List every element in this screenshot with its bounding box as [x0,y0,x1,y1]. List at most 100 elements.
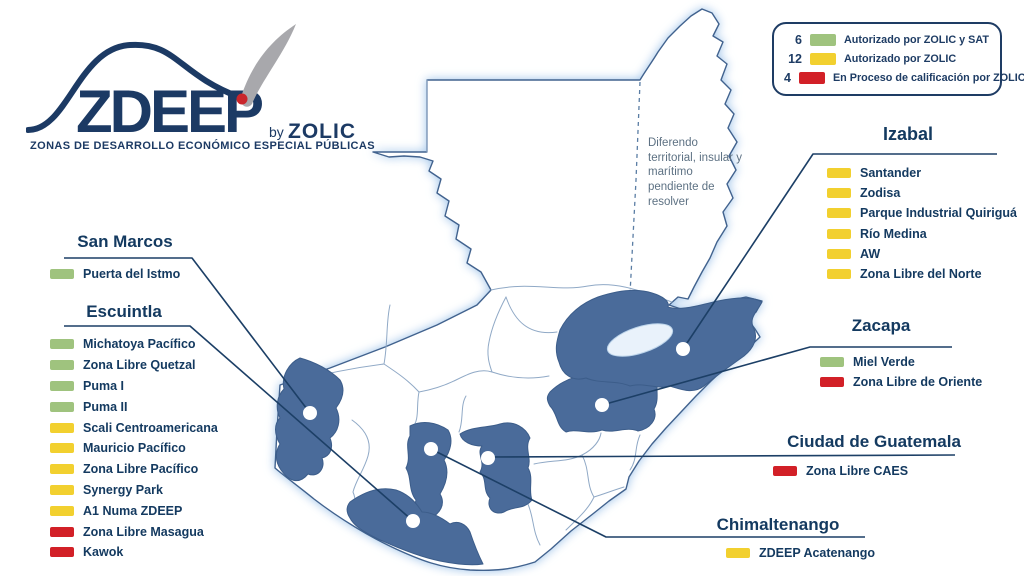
zone-label: Zona Libre del Norte [860,267,982,282]
legend-count: 4 [784,71,791,85]
legend-label: Autorizado por ZOLIC [844,53,957,65]
zone-label: ZDEEP Acatenango [759,546,875,560]
chimaltenango-leader-line [430,448,865,538]
zone-label: Scali Centroamericana [83,420,218,435]
zone-item: Michatoya Pacífico [50,334,218,355]
zone-label: Puma I [83,378,124,393]
zone-label: Zona Libre Masagua [83,524,204,539]
zone-list-chimaltenango: ZDEEP Acatenango [726,543,875,563]
zone-label: Kawok [83,545,124,560]
zone-label: Zodisa [860,186,901,201]
zone-status-swatch [50,484,74,495]
zone-item: Synergy Park [50,480,218,501]
legend-row: 6 Autorizado por ZOLIC y SAT [784,32,990,48]
zone-list-escuintla: Michatoya Pacífico Zona Libre Quetzal Pu… [50,334,218,563]
belize-claim-dashed-line [629,81,641,295]
legend-count: 6 [795,33,802,47]
zone-item: Puerta del Istmo [50,264,180,284]
legend-row: 12 Autorizado por ZOLIC [784,51,990,67]
legend-swatch-green [810,34,836,46]
zone-label: Zona Libre Quetzal [83,358,196,373]
zone-label: Río Medina [860,226,927,241]
logo-red-dot [236,93,248,105]
zone-label: Zona Libre Pacífico [83,462,199,477]
logo-wave-swoosh [26,41,242,133]
zone-status-swatch [50,526,74,537]
zone-item: Puma I [50,376,218,397]
zone-item: Zona Libre de Oriente [820,372,982,392]
zone-status-swatch [773,466,797,476]
zone-status-swatch [50,422,74,433]
escuintla-leader-line [64,325,414,522]
escuintla-marker-dot [406,514,420,528]
legend-label: En Proceso de calificación por ZOLIC [832,72,1024,84]
zone-item: Mauricio Pacífico [50,438,218,459]
legend-count: 12 [788,52,802,66]
zone-status-swatch [50,464,74,475]
department-chimaltenango [405,422,452,519]
zone-item: Zona Libre del Norte [827,264,1017,284]
chimaltenango-marker-dot [424,442,438,456]
san-marcos-leader-line [64,257,311,414]
zone-status-swatch [827,208,851,219]
zone-status-swatch [50,269,74,279]
guatemala-city-marker-dot [481,451,495,465]
zone-list-zacapa: Miel Verde Zona Libre de Oriente [820,352,982,392]
zone-status-swatch [820,377,844,387]
izabal-leader-line [682,153,997,350]
region-header-zacapa: Zacapa [851,316,911,335]
zone-label: Michatoya Pacífico [83,337,196,352]
zone-status-swatch [726,548,750,558]
legend-swatch-red [798,72,825,84]
zdeep-logo: ZDEEP by ZOLIC [26,24,356,145]
zone-label: Zona Libre de Oriente [853,375,983,389]
zone-status-swatch [827,188,851,199]
zone-label: Zona Libre CAES [806,464,909,478]
san-marcos-marker-dot [303,406,317,420]
region-header-san-marcos: San Marcos [77,232,173,251]
zone-status-swatch [50,380,74,391]
legend-swatch-yellow [810,53,836,65]
zone-status-swatch [827,168,851,179]
zacapa-leader-line [601,346,952,406]
zone-label: A1 Numa ZDEEP [83,503,183,518]
legend-label: Autorizado por ZOLIC y SAT [844,34,989,46]
zone-status-swatch [50,339,74,350]
zone-item: Scali Centroamericana [50,417,218,438]
logo-tagline: ZONAS DE DESARROLLO ECONÓMICO ESPECIAL P… [30,140,375,152]
zone-status-swatch [827,269,851,280]
zone-status-swatch [50,360,74,371]
territorial-dispute-note: Diferendo territorial, insular y marítim… [648,137,742,208]
zone-status-swatch [827,228,851,239]
zone-item: Miel Verde [820,352,982,372]
guatemala-city-leader-line [487,454,956,458]
logo-brand-text: ZDEEP [76,78,262,145]
zone-label: Puerta del Istmo [83,267,181,281]
zone-list-san-marcos: Puerta del Istmo [50,264,180,284]
zone-item: Parque Industrial Quiriguá [827,203,1017,223]
zone-label: Synergy Park [83,482,163,497]
zone-list-guatemala-city: Zona Libre CAES [773,461,908,481]
izabal-marker-dot [676,342,690,356]
zone-marker-dots [303,342,690,528]
region-header-escuintla: Escuintla [86,302,162,321]
region-header-chimaltenango: Chimaltenango [716,515,840,534]
zone-item: AW [827,244,1017,264]
zone-status-swatch [50,505,74,516]
zone-label: AW [860,246,881,261]
zone-item: A1 Numa ZDEEP [50,500,218,521]
lake-izabal [606,323,674,357]
logo-zolic-text: ZOLIC [288,120,356,143]
zone-item: Zona Libre CAES [773,461,908,481]
zone-label: Miel Verde [853,355,915,369]
zone-item: Zodisa [827,183,1017,203]
region-header-izabal: Izabal [882,124,934,144]
zone-item: Río Medina [827,224,1017,244]
zone-item: ZDEEP Acatenango [726,543,875,563]
status-legend: 6 Autorizado por ZOLIC y SAT 12 Autoriza… [772,22,1024,96]
zone-item: Santander [827,163,1017,183]
zone-status-swatch [827,248,851,259]
zone-label: Mauricio Pacífico [83,441,186,456]
zone-item: Zona Libre Masagua [50,521,218,542]
